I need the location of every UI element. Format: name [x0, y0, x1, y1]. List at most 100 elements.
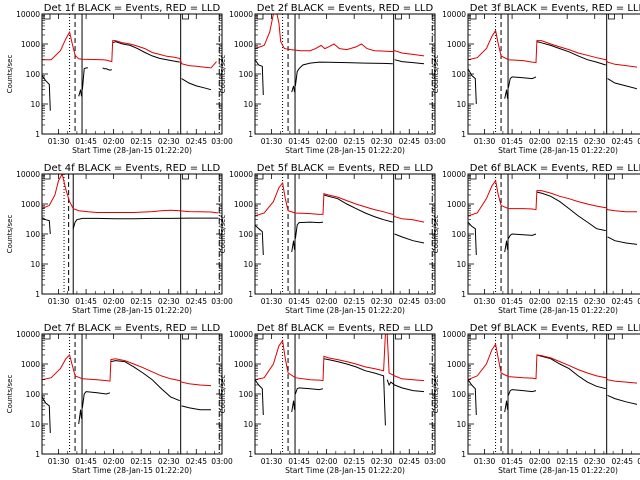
top-marker — [256, 174, 264, 180]
y-tick-label: 10000 — [229, 10, 253, 19]
x-tick-label: 01:30 — [261, 297, 283, 306]
lld-line — [42, 354, 212, 387]
top-marker — [608, 14, 615, 20]
events-line — [607, 236, 638, 245]
x-tick-label: 01:30 — [261, 457, 283, 466]
x-tick-label: 03:00 — [637, 137, 640, 146]
x-tick-label: 02:15 — [130, 137, 152, 146]
y-tick-label: 100 — [239, 390, 254, 399]
y-tick-label: 1 — [461, 130, 466, 139]
y-axis-label: Counts/sec — [432, 375, 440, 414]
top-marker — [182, 174, 189, 180]
x-axis-label: Start Time (28-Jan-15 01:22:20) — [285, 306, 405, 315]
events-line — [504, 240, 508, 253]
x-axis-label: Start Time (28-Jan-15 01:22:20) — [72, 466, 192, 475]
x-tick-label: 01:45 — [288, 137, 310, 146]
panel-title: Det 2f BLACK = Events, RED = LLD — [257, 3, 434, 14]
x-tick-label: 01:30 — [474, 137, 496, 146]
panel-title: Det 8f BLACK = Events, RED = LLD — [257, 323, 434, 334]
x-tick-label: 02:15 — [343, 137, 365, 146]
lld-line — [468, 343, 638, 384]
x-tick-label: 02:30 — [371, 137, 393, 146]
events-line — [468, 221, 477, 256]
x-tick-label: 01:30 — [48, 457, 70, 466]
events-line — [255, 379, 264, 416]
x-tick-label: 02:00 — [529, 137, 551, 146]
top-marker — [395, 334, 402, 340]
x-tick-label: 02:45 — [611, 457, 633, 466]
x-tick-label: 01:30 — [48, 137, 70, 146]
y-tick-label: 1000 — [447, 360, 466, 369]
y-tick-label: 10000 — [229, 330, 253, 339]
y-tick-label: 100 — [452, 230, 467, 239]
x-axis-label: Start Time (28-Jan-15 01:22:20) — [285, 466, 405, 475]
x-tick-label: 02:45 — [398, 457, 420, 466]
events-line — [394, 59, 425, 65]
y-tick-label: 1 — [461, 290, 466, 299]
lld-line — [468, 179, 637, 217]
top-marker — [182, 14, 189, 20]
events-line — [81, 67, 88, 90]
panel-8: 1 10 100 1000 10000 01:30 01:45 02:00 02:15 02:30… — [219, 323, 446, 475]
y-tick-label: 10 — [30, 100, 40, 109]
x-axis-label: Start Time (28-Jan-15 01:22:20) — [498, 146, 618, 155]
y-tick-label: 1000 — [447, 200, 466, 209]
y-tick-label: 10 — [456, 100, 466, 109]
x-tick-label: 02:30 — [158, 137, 180, 146]
events-line — [507, 233, 537, 239]
x-tick-label: 01:45 — [288, 297, 310, 306]
y-tick-label: 1 — [461, 450, 466, 459]
y-axis-label: Counts/sec — [6, 55, 14, 94]
x-tick-label: 01:30 — [48, 297, 70, 306]
x-tick-label: 02:00 — [529, 297, 551, 306]
x-tick-label: 03:00 — [424, 137, 446, 146]
top-marker — [395, 14, 402, 20]
x-tick-label: 03:00 — [211, 297, 233, 306]
top-marker — [608, 334, 615, 340]
y-tick-label: 10000 — [16, 170, 40, 179]
y-tick-label: 10000 — [16, 330, 40, 339]
events-line — [181, 78, 212, 91]
events-line — [323, 194, 393, 223]
x-tick-label: 02:00 — [103, 297, 125, 306]
x-axis-label: Start Time (28-Jan-15 01:22:20) — [498, 466, 618, 475]
y-axis-label: Counts/sec — [432, 215, 440, 254]
panel-2: 1 10 100 1000 10000 01:30 01:45 02:00 02:15 02:30… — [219, 3, 446, 155]
x-tick-label: 01:45 — [75, 457, 97, 466]
top-marker — [608, 174, 615, 180]
lld-line — [42, 174, 219, 214]
panel-9: 1 10 100 1000 10000 01:30 01:45 02:00 02:15 02:30… — [432, 323, 640, 475]
x-tick-label: 01:45 — [501, 457, 523, 466]
x-tick-label: 02:00 — [316, 457, 338, 466]
top-marker — [43, 14, 51, 20]
panel-6: 1 10 100 1000 10000 01:30 01:45 02:00 02:15 02:30… — [432, 163, 640, 315]
x-tick-label: 02:30 — [371, 297, 393, 306]
events-line — [110, 360, 180, 402]
x-tick-label: 02:00 — [529, 457, 551, 466]
events-line — [504, 400, 508, 413]
lld-line — [42, 30, 217, 69]
y-tick-label: 10 — [30, 420, 40, 429]
x-tick-label: 02:30 — [158, 297, 180, 306]
events-line — [78, 89, 82, 97]
panel-title: Det 5f BLACK = Events, RED = LLD — [257, 163, 434, 174]
x-tick-label: 02:00 — [103, 457, 125, 466]
x-tick-label: 02:45 — [398, 297, 420, 306]
x-tick-label: 02:30 — [584, 297, 606, 306]
events-line — [468, 379, 477, 416]
events-line — [81, 391, 111, 408]
panel-title: Det 4f BLACK = Events, RED = LLD — [44, 163, 221, 174]
lld-line — [468, 29, 638, 68]
panel-title: Det 3f BLACK = Events, RED = LLD — [470, 3, 640, 14]
lld-line — [255, 14, 425, 57]
events-line — [468, 68, 477, 105]
y-tick-label: 10 — [456, 260, 466, 269]
events-line — [323, 358, 386, 426]
x-tick-label: 03:00 — [637, 297, 640, 306]
y-tick-label: 10 — [30, 260, 40, 269]
x-tick-label: 02:30 — [158, 457, 180, 466]
y-tick-label: 1 — [35, 130, 40, 139]
panel-5: 1 10 100 1000 10000 01:30 01:45 02:00 02:15 02:30… — [219, 163, 446, 315]
events-line — [42, 396, 51, 434]
